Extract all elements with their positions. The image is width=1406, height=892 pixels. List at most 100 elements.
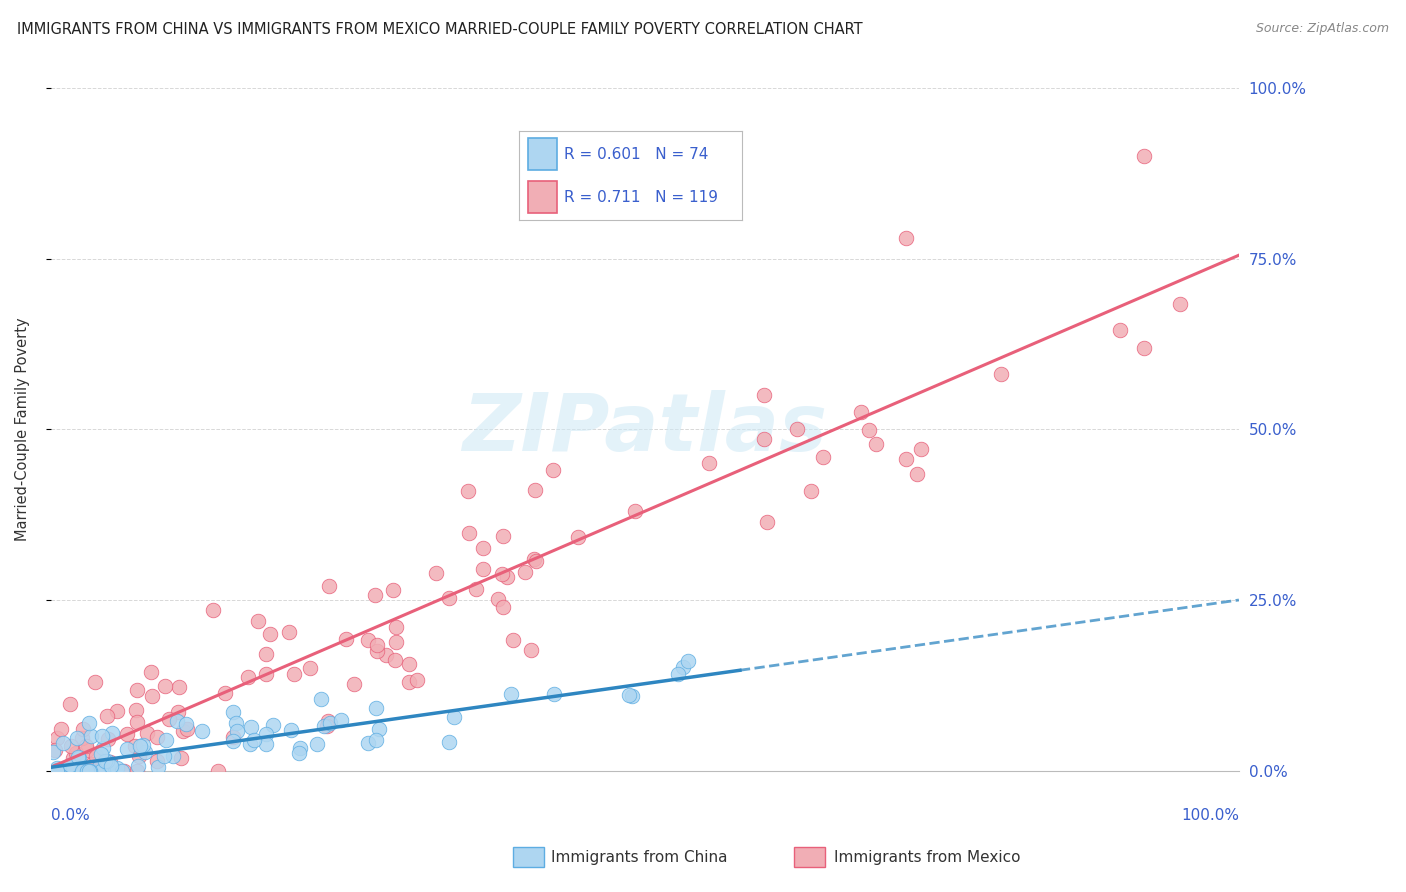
- Point: [437, 735, 460, 749]
- Point: [278, 624, 301, 639]
- Point: [105, 761, 128, 775]
- Point: [82, 756, 104, 771]
- Point: [127, 759, 149, 773]
- Point: [70, 764, 93, 778]
- Point: [136, 726, 159, 740]
- Point: [166, 705, 188, 719]
- Point: [382, 583, 405, 598]
- Point: [55, 764, 77, 778]
- Point: [42, 745, 65, 759]
- Text: Source: ZipAtlas.com: Source: ZipAtlas.com: [1256, 22, 1389, 36]
- Point: [125, 764, 148, 778]
- Point: [254, 667, 277, 681]
- Point: [385, 620, 408, 634]
- Y-axis label: Married-Couple Family Poverty: Married-Couple Family Poverty: [15, 318, 30, 541]
- Point: [97, 732, 120, 747]
- Point: [672, 660, 695, 674]
- Text: 100.0%: 100.0%: [1181, 808, 1239, 823]
- Point: [385, 634, 408, 648]
- Point: [166, 714, 188, 728]
- Point: [316, 714, 339, 729]
- Point: [146, 760, 169, 774]
- Point: [141, 689, 163, 703]
- Point: [364, 588, 387, 602]
- Point: [259, 626, 281, 640]
- Point: [76, 764, 98, 778]
- Point: [621, 689, 644, 703]
- Point: [115, 727, 138, 741]
- Point: [125, 703, 148, 717]
- Point: [624, 504, 647, 518]
- Point: [756, 515, 779, 529]
- Point: [127, 715, 149, 730]
- Point: [222, 734, 245, 748]
- Point: [115, 742, 138, 756]
- Point: [236, 670, 259, 684]
- Point: [62, 761, 84, 775]
- Point: [524, 483, 547, 497]
- Point: [79, 764, 101, 778]
- Text: 0.0%: 0.0%: [51, 808, 90, 823]
- Point: [309, 692, 332, 706]
- Point: [60, 763, 83, 777]
- Point: [1168, 297, 1191, 311]
- Point: [299, 661, 322, 675]
- Point: [1133, 149, 1156, 163]
- Point: [110, 764, 132, 778]
- Point: [46, 764, 69, 778]
- Point: [254, 727, 277, 741]
- Point: [132, 738, 155, 752]
- Text: R = 0.711   N = 119: R = 0.711 N = 119: [564, 190, 717, 204]
- Point: [896, 231, 918, 245]
- Point: [697, 456, 720, 470]
- Point: [157, 712, 180, 726]
- Point: [666, 667, 689, 681]
- Point: [62, 751, 84, 765]
- Point: [243, 733, 266, 747]
- Point: [1109, 323, 1132, 337]
- Point: [155, 732, 177, 747]
- Point: [364, 701, 387, 715]
- Point: [254, 647, 277, 661]
- Point: [225, 724, 247, 739]
- Point: [499, 687, 522, 701]
- Point: [280, 723, 302, 737]
- Text: ZIPatlas: ZIPatlas: [463, 391, 827, 468]
- Point: [51, 722, 73, 736]
- Point: [513, 566, 536, 580]
- Point: [283, 667, 305, 681]
- Point: [83, 675, 105, 690]
- Point: [496, 570, 519, 584]
- Point: [543, 463, 565, 477]
- Point: [174, 716, 197, 731]
- Point: [910, 442, 932, 456]
- Point: [457, 484, 479, 499]
- Point: [343, 677, 366, 691]
- Point: [172, 723, 194, 738]
- Point: [287, 747, 309, 761]
- Point: [375, 648, 398, 662]
- Point: [75, 739, 97, 753]
- Point: [990, 367, 1012, 381]
- Point: [222, 706, 245, 720]
- Point: [96, 754, 118, 768]
- Point: [366, 644, 388, 658]
- Point: [366, 638, 388, 652]
- Point: [472, 541, 495, 555]
- Point: [491, 567, 513, 582]
- Point: [567, 530, 589, 544]
- Point: [254, 737, 277, 751]
- Point: [617, 688, 640, 702]
- Point: [45, 763, 67, 777]
- Point: [398, 674, 420, 689]
- Text: IMMIGRANTS FROM CHINA VS IMMIGRANTS FROM MEXICO MARRIED-COUPLE FAMILY POVERTY CO: IMMIGRANTS FROM CHINA VS IMMIGRANTS FROM…: [17, 22, 862, 37]
- Point: [139, 665, 162, 680]
- Point: [543, 687, 565, 701]
- Point: [800, 484, 823, 499]
- FancyBboxPatch shape: [527, 138, 557, 170]
- Point: [110, 764, 132, 778]
- Point: [176, 722, 198, 736]
- Point: [316, 719, 339, 733]
- Point: [398, 657, 420, 671]
- Point: [66, 764, 89, 778]
